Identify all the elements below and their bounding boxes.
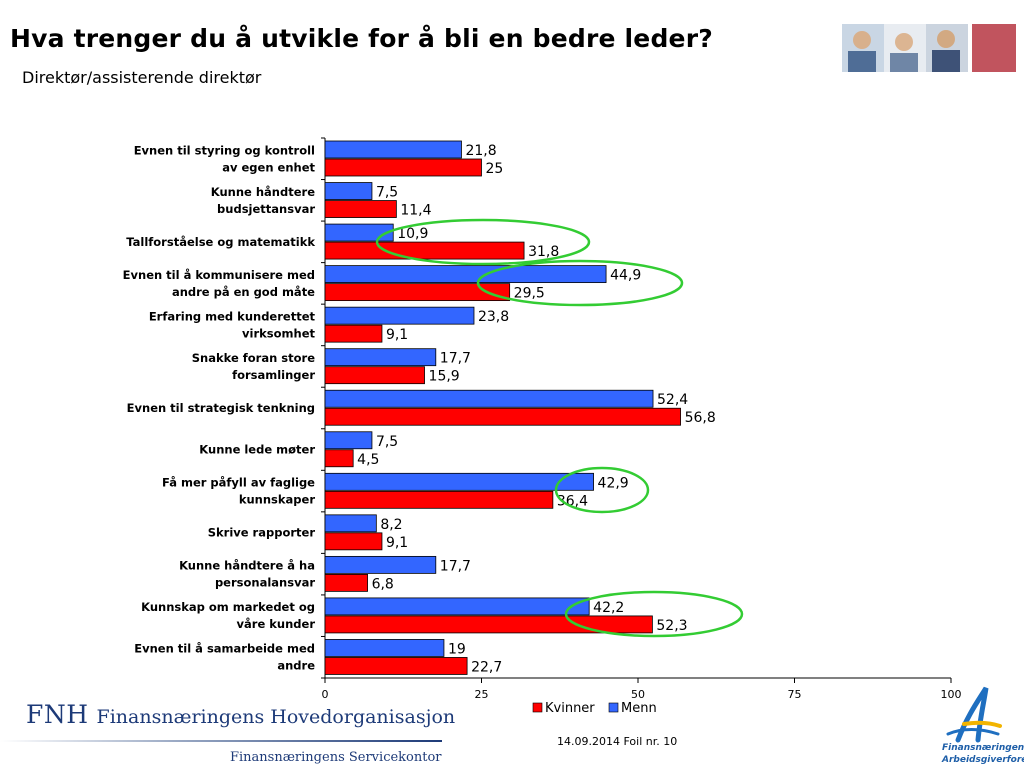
- bar-kvinner: [324, 324, 383, 343]
- bar-kvinner: [324, 200, 397, 218]
- legend-swatch-kvinner: [532, 702, 543, 713]
- data-label-kvinner: 36,4: [557, 493, 588, 509]
- category-label: Evnen til styring og kontroll av egen enh…: [134, 143, 316, 174]
- fnh-logo-name: Finansnæringens Hovedorganisasjon: [96, 706, 456, 728]
- category-label: Kunne håndtere å ha personalansvar: [179, 559, 315, 590]
- legend-label-menn: Menn: [621, 701, 657, 716]
- data-label-kvinner: 6,8: [372, 576, 394, 592]
- bar-kvinner: [324, 657, 468, 675]
- data-label-kvinner: 22,7: [471, 659, 502, 675]
- footer-date-slide-number: 14.09.2014 Foil nr. 10: [557, 735, 678, 748]
- fnh-logo: FNH Finansnæringens Hovedorganisasjon: [26, 700, 455, 729]
- data-label-kvinner: 4,5: [357, 452, 379, 468]
- fa-logo-line-1: Finansnæringens: [942, 743, 1024, 753]
- data-label-kvinner: 29,5: [514, 286, 545, 302]
- category-label: Tallforståelse og matematikk: [126, 235, 315, 249]
- data-label-kvinner: 9,1: [386, 535, 408, 551]
- slide-subtitle: Direktør/assisterende direktør: [22, 68, 262, 87]
- x-tick-label: 0: [322, 688, 329, 701]
- bar-kvinner: [324, 490, 554, 509]
- bar-menn: [324, 514, 377, 533]
- data-label-menn: 23,8: [478, 309, 509, 325]
- bar-kvinner: [324, 407, 681, 426]
- bar-menn: [324, 348, 437, 367]
- data-label-menn: 7,5: [376, 185, 398, 201]
- highlight-ellipse: [476, 259, 684, 307]
- category-label: Evnen til å samarbeide med andre: [134, 642, 315, 673]
- footer-divider: [0, 740, 442, 742]
- bar-kvinner: [324, 449, 354, 468]
- x-tick-label: 75: [788, 688, 802, 701]
- fnh-logo-abbr: FNH: [26, 700, 89, 729]
- bar-kvinner: [324, 615, 653, 634]
- data-label-menn: 17,7: [440, 351, 471, 367]
- data-label-menn: 42,9: [598, 475, 629, 491]
- category-label: Erfaring med kunderettet virksomhet: [149, 309, 316, 340]
- fa-logo-icon: [946, 686, 1002, 743]
- legend-swatch-menn: [608, 702, 619, 713]
- x-tick-label: 50: [631, 688, 645, 701]
- category-label: Kunne lede møter: [199, 443, 315, 457]
- bar-kvinner: [324, 241, 525, 260]
- data-label-kvinner: 56,8: [685, 410, 716, 426]
- data-label-kvinner: 11,4: [400, 203, 431, 219]
- bar-menn: [324, 223, 394, 242]
- category-label: Skrive rapporter: [208, 526, 316, 540]
- data-label-menn: 44,9: [610, 268, 641, 284]
- bar-kvinner: [324, 283, 511, 302]
- bar-menn: [324, 265, 607, 284]
- bar-menn: [324, 140, 462, 159]
- header-photo-strip: [842, 24, 1016, 72]
- data-label-menn: 17,7: [440, 558, 471, 574]
- data-label-menn: 8,2: [380, 517, 402, 533]
- bar-menn: [324, 555, 437, 574]
- fa-logo-line-2: Arbeidsgiverforening: [942, 755, 1024, 765]
- bar-kvinner: [324, 532, 383, 551]
- data-label-menn: 42,2: [593, 600, 624, 616]
- category-label: Kunnskap om markedet og våre kunder: [141, 600, 315, 631]
- bar-kvinner: [324, 366, 425, 385]
- highlight-ellipse: [554, 466, 650, 514]
- slide-title: Hva trenger du å utvikle for å bli en be…: [10, 24, 713, 53]
- category-label: Evnen til å kommunisere med andre på en g…: [123, 268, 316, 299]
- category-label: Snakke foran store forsamlinger: [192, 351, 316, 382]
- bar-menn: [324, 597, 590, 616]
- highlight-ellipse: [375, 218, 591, 266]
- x-tick-label: 25: [475, 688, 489, 701]
- service-office-label: Finansnæringens Servicekontor: [230, 750, 442, 765]
- data-label-kvinner: 15,9: [429, 369, 460, 385]
- data-label-kvinner: 9,1: [386, 327, 408, 343]
- bar-menn: [324, 389, 654, 408]
- bar-menn: [324, 306, 475, 325]
- bar-menn: [324, 182, 373, 200]
- data-label-menn: 7,5: [376, 434, 398, 450]
- data-label-menn: 19: [448, 641, 466, 657]
- category-label: Evnen til strategisk tenkning: [127, 401, 315, 415]
- data-label-menn: 10,9: [397, 226, 428, 242]
- data-label-menn: 21,8: [465, 143, 496, 159]
- fa-logo-text: Finansnæringens Arbeidsgiverforening: [942, 742, 1024, 766]
- data-label-kvinner: 25: [486, 161, 504, 177]
- category-label: Kunne håndtere budsjettansvar: [211, 185, 316, 216]
- legend-label-kvinner: Kvinner: [545, 701, 595, 716]
- highlight-ellipse: [564, 590, 744, 638]
- category-label: Få mer påfyll av faglige kunnskaper: [162, 476, 315, 507]
- x-tick-label: 100: [941, 688, 962, 701]
- data-label-kvinner: 52,3: [656, 618, 687, 634]
- bar-menn: [324, 639, 445, 657]
- bar-kvinner: [324, 573, 368, 592]
- data-label-kvinner: 31,8: [528, 244, 559, 260]
- bar-menn: [324, 472, 594, 491]
- bar-kvinner: [324, 158, 482, 177]
- data-label-menn: 52,4: [657, 392, 688, 408]
- bar-menn: [324, 431, 373, 450]
- bar-chart: 0 25 50 75 100 Evnen til styring og kontroll a…: [123, 137, 962, 716]
